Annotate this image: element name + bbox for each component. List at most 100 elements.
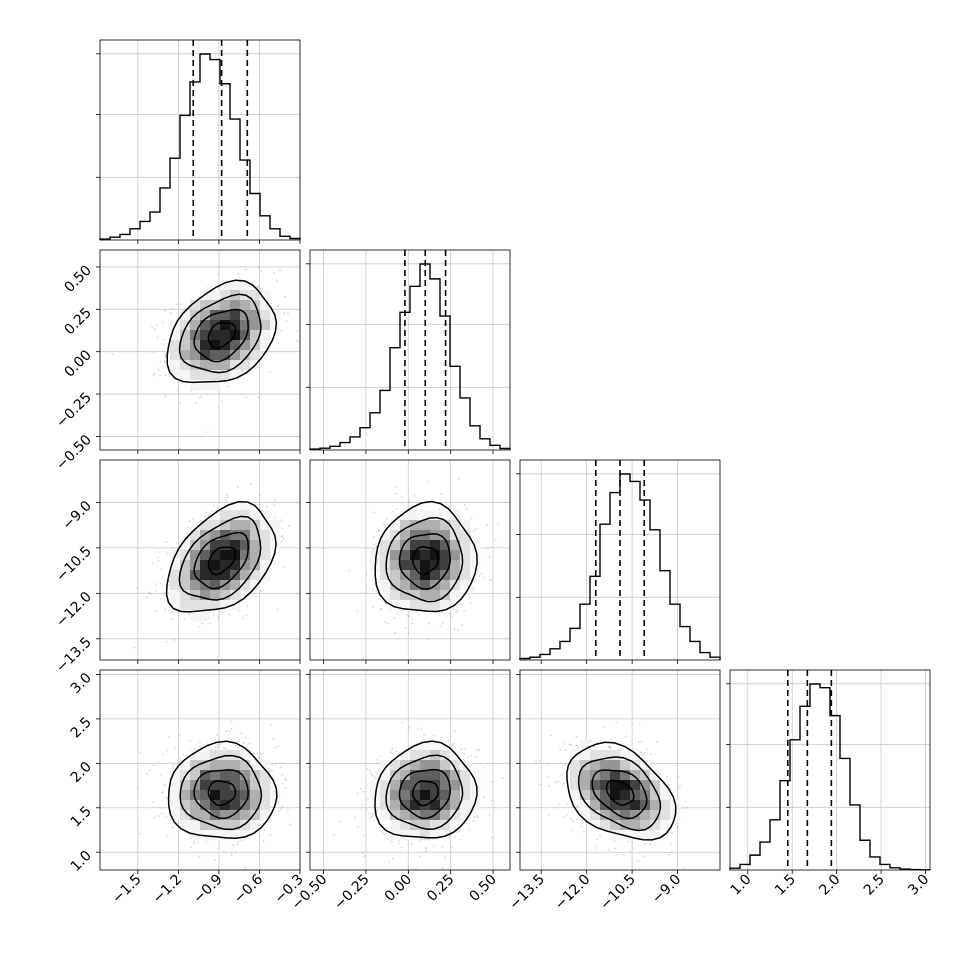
density-cell [180,780,191,791]
density-cell [450,540,461,551]
density-cell [210,760,221,771]
density-cell [470,550,481,561]
density-cell [630,770,641,781]
sample-point [230,854,233,857]
y-tick-label: −0.25 [53,390,95,432]
density-cell [440,510,451,521]
density-cell [410,770,421,781]
sample-point [472,819,475,822]
density-cell [180,360,191,371]
sample-point [666,834,669,837]
sample-point [225,730,228,732]
density-cell [260,520,271,531]
density-cell [430,780,441,791]
sample-point [259,590,262,593]
density-cell [620,750,631,761]
sample-point [577,805,580,808]
histogram-step-line [729,683,931,871]
sample-point [148,591,151,594]
sample-point [416,728,419,731]
panel-content [520,670,720,870]
sample-point [563,816,566,818]
density-cell [220,540,231,551]
sample-point [213,613,216,616]
sample-point [165,541,168,543]
density-contour [193,531,249,590]
density-cell [230,820,241,831]
density-cell [220,310,231,321]
sample-point [426,638,429,640]
sample-point [383,621,386,623]
density-cell [230,540,241,551]
sample-point [162,783,164,785]
density-cell [430,540,441,551]
sample-point [369,772,372,774]
sample-point [259,287,261,290]
density-cell [630,760,641,771]
density-cell [420,570,431,581]
sample-point [260,269,262,272]
panel-content [310,460,510,660]
density-cell [390,600,401,611]
density-cell [460,800,471,811]
sample-point [180,303,182,306]
sample-point [230,728,233,730]
sample-point [432,734,435,737]
density-cell [220,820,231,831]
density-cell [440,780,451,791]
density-cell [250,760,261,771]
sample-point [640,751,642,754]
density-cell [380,530,391,541]
density-cell [650,790,661,801]
sample-point [357,826,359,829]
density-cell [410,760,421,771]
density-cell [400,580,411,591]
sample-point [242,741,245,744]
sample-point [565,814,568,816]
density-contour [577,756,662,832]
sample-point [274,746,276,749]
sample-point [638,723,641,726]
density-cell [190,800,201,811]
sample-point [246,605,248,608]
sample-point [137,786,140,789]
density-cell [450,800,461,811]
sample-point [285,779,288,782]
density-cell [200,820,211,831]
sample-point [164,395,167,398]
density-cell [440,540,451,551]
sample-point [608,746,611,748]
sample-point [217,615,220,618]
density-cell [170,570,181,581]
density-cell [230,830,241,841]
density-cell [380,550,391,561]
sample-point [441,845,444,848]
sample-point [468,596,471,599]
sample-point [677,776,680,778]
sample-point [450,616,453,619]
sample-point [456,610,458,613]
sample-point [190,390,193,392]
sample-point [478,749,480,752]
density-cell [230,560,241,571]
sample-point [425,847,428,849]
density-contour [179,754,263,831]
sample-point [487,547,489,550]
density-cell [250,510,261,521]
density-cell [610,830,621,841]
sample-point [413,495,415,497]
sample-point [671,831,674,834]
sample-point [570,743,572,746]
density-cell [660,790,671,801]
density-cell [420,780,431,791]
density-cell [240,310,251,321]
sample-point [161,792,164,794]
sample-point [226,496,229,499]
sample-point [384,521,387,523]
density-cell [420,510,431,521]
density-cell [610,790,621,801]
sample-point [419,840,422,843]
sample-point [271,764,274,766]
sample-point [230,720,233,723]
x-tick-label: −0.25 [331,872,373,914]
